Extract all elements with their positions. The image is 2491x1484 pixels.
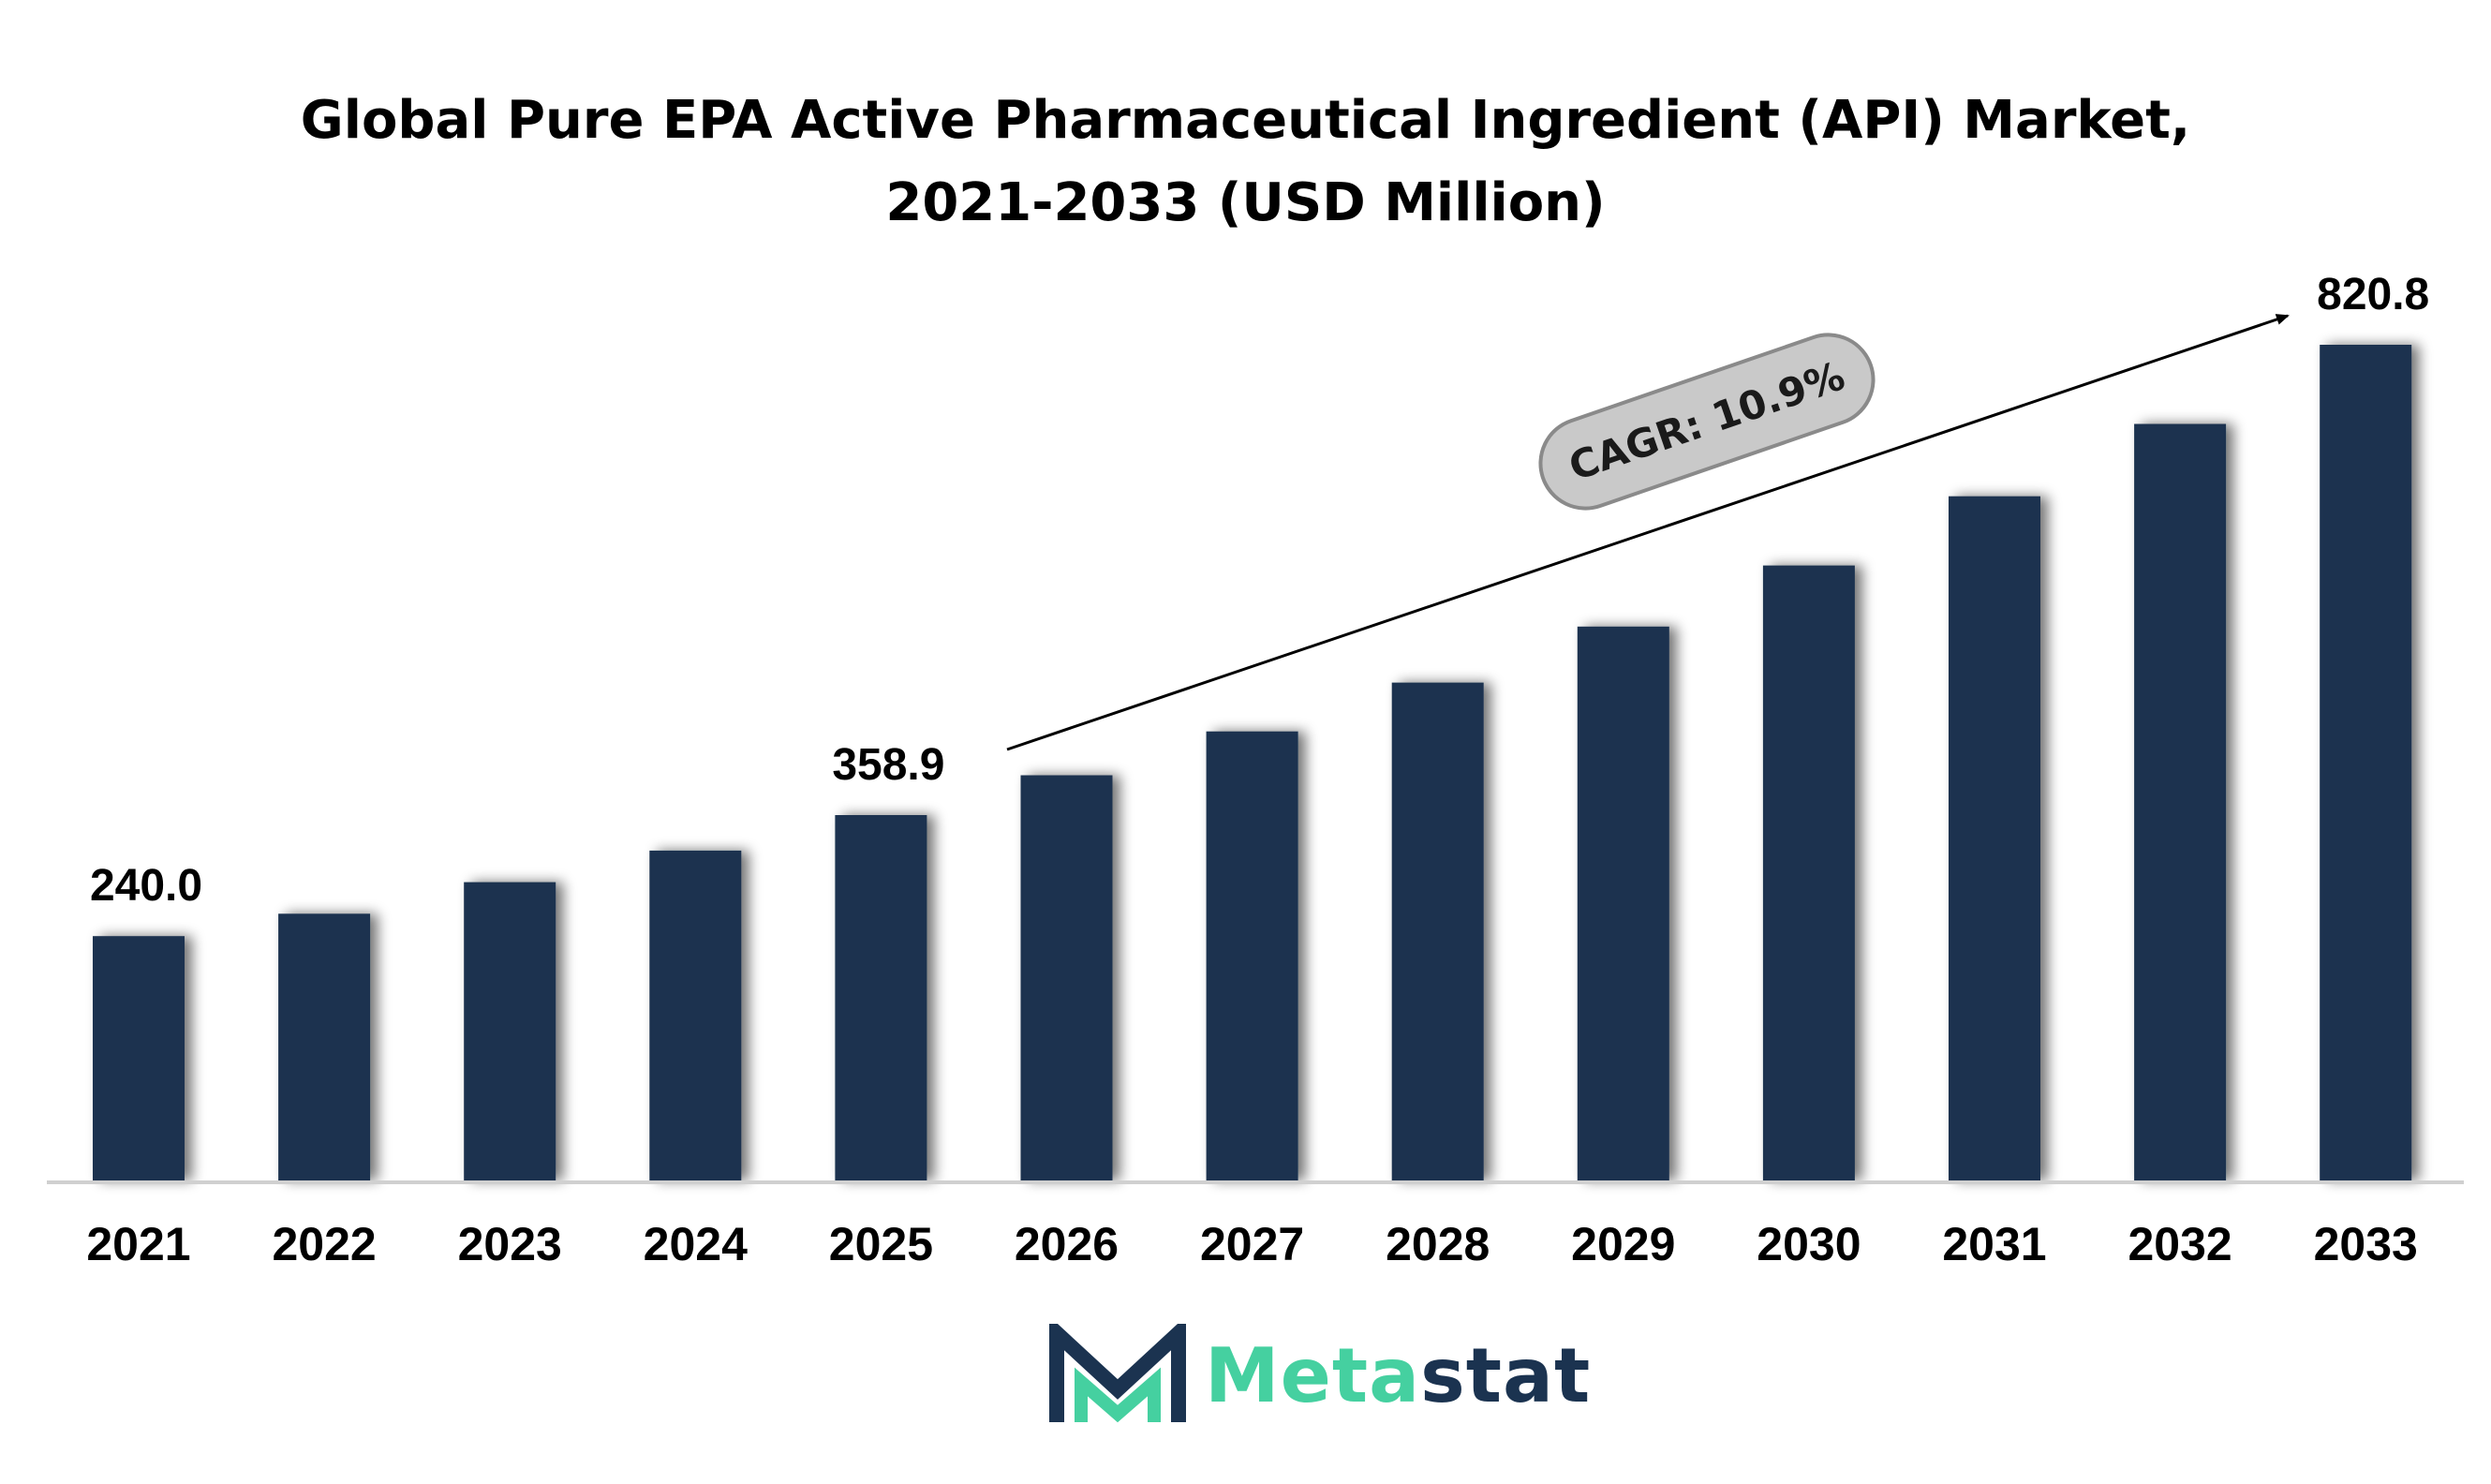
bar-2025 xyxy=(835,815,927,1180)
metastat-logo-text: Metastat xyxy=(1205,1332,1591,1419)
x-tick-label-2024: 2024 xyxy=(644,1218,748,1270)
bar-2029 xyxy=(1577,626,1669,1180)
x-tick-label-2022: 2022 xyxy=(272,1218,376,1270)
bar-2030 xyxy=(1762,565,1855,1180)
bar-2027 xyxy=(1206,731,1298,1180)
chart-title-line-2: 2021-2033 (USD Million) xyxy=(885,172,1606,233)
data-label-2033: 820.8 xyxy=(2317,270,2429,319)
bar-2033 xyxy=(2320,345,2412,1180)
data-label-2021: 240.0 xyxy=(90,861,202,911)
chart-title: Global Pure EPA Active Pharmaceutical In… xyxy=(0,80,2491,245)
bar-2031 xyxy=(1949,496,2040,1180)
data-labels: 240.0 358.9 820.8 xyxy=(90,270,2429,911)
bar-2024 xyxy=(649,850,742,1180)
bar-2028 xyxy=(1391,682,1484,1180)
x-tick-label-2021: 2021 xyxy=(86,1218,190,1270)
metastat-logo: Metastat xyxy=(1047,1319,1591,1432)
x-tick-label-2030: 2030 xyxy=(1757,1218,1861,1270)
x-tick-label-2023: 2023 xyxy=(458,1218,562,1270)
x-tick-label-2029: 2029 xyxy=(1571,1218,1675,1270)
chart-title-line-1: Global Pure EPA Active Pharmaceutical In… xyxy=(300,90,2191,151)
x-tick-label-2032: 2032 xyxy=(2128,1218,2232,1270)
cagr-badge: CAGR: 10.9% xyxy=(1538,333,1876,511)
logo-text-part-2: stat xyxy=(1420,1331,1592,1419)
x-tick-label-2033: 2033 xyxy=(2314,1218,2418,1270)
bar-2023 xyxy=(464,882,556,1180)
x-tick-label-2025: 2025 xyxy=(829,1218,933,1270)
bar-2022 xyxy=(278,913,371,1180)
bar-2021 xyxy=(93,936,185,1180)
x-tick-label-2031: 2031 xyxy=(1942,1218,2046,1270)
bars-group xyxy=(93,345,2412,1180)
x-tick-label-2026: 2026 xyxy=(1015,1218,1119,1270)
logo-text-part-1: Meta xyxy=(1205,1331,1421,1419)
x-tick-label-2027: 2027 xyxy=(1200,1218,1304,1270)
metastat-logo-icon xyxy=(1049,1324,1186,1423)
x-tick-label-2028: 2028 xyxy=(1386,1218,1490,1270)
x-tick-labels: 2021 2022 2023 2024 2025 2026 2027 2028 2029 2030… xyxy=(86,1218,2417,1270)
bar-2032 xyxy=(2134,423,2227,1180)
data-label-2025: 358.9 xyxy=(832,740,944,790)
cagr-arrow xyxy=(1006,314,2290,751)
bar-2026 xyxy=(1020,775,1113,1180)
